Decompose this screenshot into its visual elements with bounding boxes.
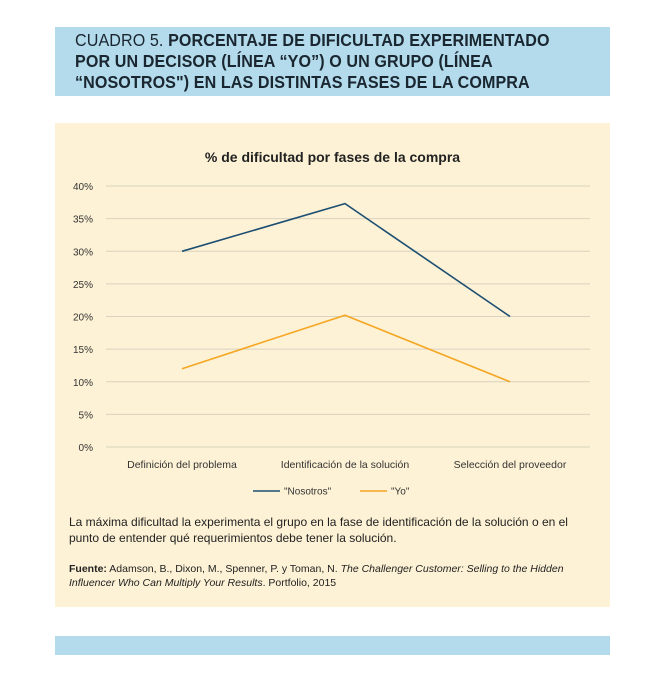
y-tick-label: 15% [73,345,93,356]
y-tick-label: 20% [73,313,93,324]
figure-heading: CUADRO 5. PORCENTAJE DE DIFICULTAD EXPER… [75,30,563,93]
figure-title: PORCENTAJE DE DIFICULTAD EXPERIMENTADO P… [75,30,550,92]
figure-label: CUADRO 5. [75,30,164,50]
header-band: CUADRO 5. PORCENTAJE DE DIFICULTAD EXPER… [55,27,610,96]
series-line [181,202,511,318]
y-tick-label: 5% [79,410,94,421]
line-chart: 0% 5% 10% 15% 20% 25% 30% 35% 40% Definición del … [73,182,590,498]
chart-title: % de dificultad por fases de la compra [204,149,461,165]
source-label: Fuente: [69,563,107,575]
footer-band [55,636,610,655]
legend-label: "Yo" [391,487,410,498]
series-line [181,314,511,383]
source-citation: Fuente: Adamson, B., Dixon, M., Spenner,… [69,562,599,590]
y-tick-label: 0% [79,443,94,454]
legend-label: "Nosotros" [284,487,332,498]
x-tick-label: Identificación de la solución [281,459,410,471]
chart-note: La máxima dificultad la experimenta el g… [69,515,568,545]
y-tick-label: 10% [73,378,93,389]
source-authors: Adamson, B., Dixon, M., Spenner, P. y To… [109,563,338,575]
chart-panel: % de dificultad por fases de la compra 0… [55,123,610,607]
y-tick-label: 30% [73,247,93,258]
y-tick-label: 25% [73,280,93,291]
y-tick-label: 35% [73,215,93,226]
y-tick-label: 40% [73,182,93,193]
x-tick-label: Selección del proveedor [454,459,567,471]
source-work: The Challenger Customer: Selling to the … [69,563,564,589]
x-tick-label: Definición del problema [127,459,237,471]
source-publisher: . Portfolio, 2015 [262,577,337,589]
